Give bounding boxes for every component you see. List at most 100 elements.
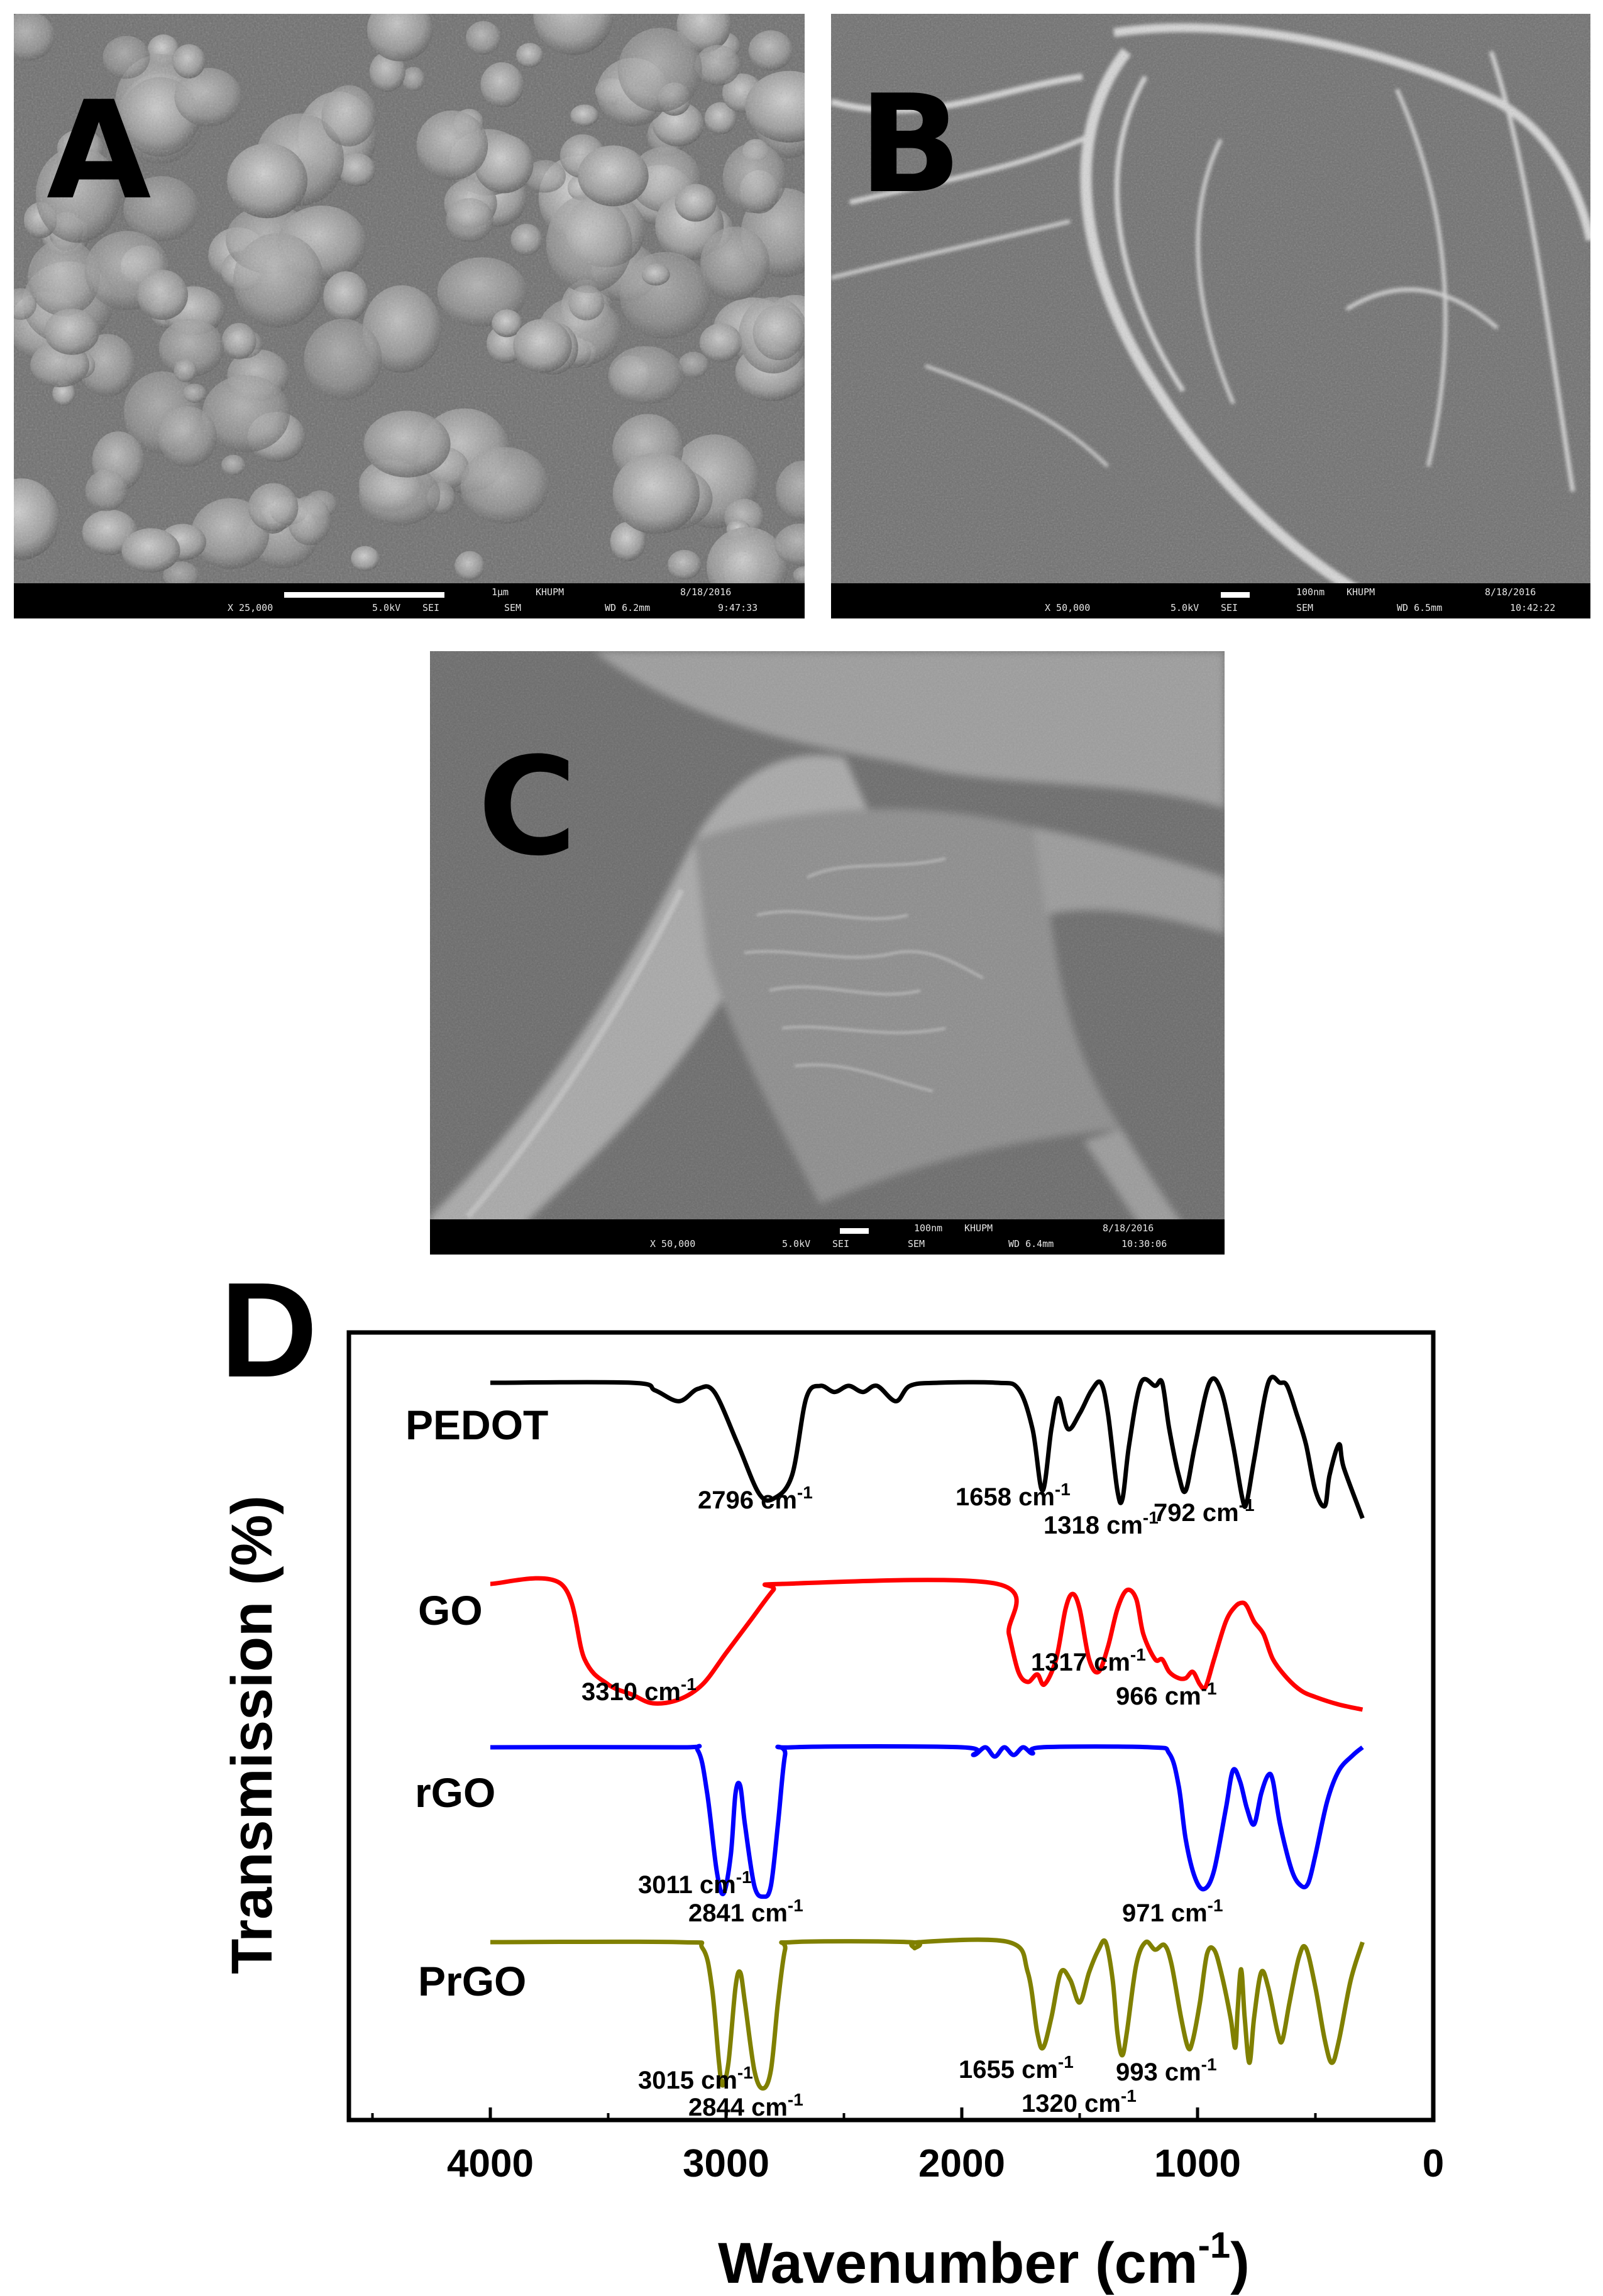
peak-annotation: 966 cm-1 [1116, 1679, 1217, 1710]
peak-annotation-value: 1655 cm [959, 2056, 1058, 2084]
sem-image-c: C 100nm KHUPM 8/18/2016 X 50,000 5.0kV S… [430, 651, 1225, 1255]
peak-annotation-value: 1318 cm [1044, 1512, 1143, 1539]
wd-text-c: WD 6.4mm [1008, 1238, 1054, 1250]
date-text-a: 8/18/2016 [680, 586, 732, 598]
peak-annotation: 1658 cm-1 [956, 1480, 1071, 1511]
peak-annotation-sup: -1 [797, 1483, 813, 1502]
sem-text-c: SEM [908, 1238, 925, 1250]
kv-text-b: 5.0kV [1171, 602, 1199, 613]
time-text-b: 10:42:22 [1510, 602, 1556, 613]
scale-bar-c [840, 1228, 869, 1234]
peak-annotation-value: 2841 cm [688, 1899, 788, 1927]
peak-annotation-sup: -1 [1201, 1679, 1217, 1698]
peak-annotation-sup: -1 [1058, 2052, 1074, 2072]
peak-annotation-value: 971 cm [1122, 1899, 1208, 1927]
peak-annotation-sup: -1 [681, 1674, 697, 1694]
x-axis-title-close: ) [1230, 2231, 1250, 2295]
series-label-pedot: PEDOT [405, 1402, 548, 1448]
peak-annotation-sup: -1 [1121, 2086, 1137, 2106]
panel-label-c: C [478, 728, 577, 886]
series-line-prgo [490, 1937, 1365, 2091]
lab-text-c: KHUPM [964, 1222, 993, 1234]
series-labels: PEDOT GO rGO PrGO [405, 1402, 548, 2004]
y-axis-title: Transmission (%) [220, 1495, 284, 1974]
peak-annotation: 993 cm-1 [1116, 2055, 1217, 2086]
ftir-chart: D 4000 3000 2000 1000 0 2796 cm-1 1658 cm-113… [220, 1257, 1444, 2295]
series-layer [490, 1375, 1365, 2091]
peak-annotation-value: 1320 cm [1022, 2090, 1121, 2117]
scale-bar-b [1221, 592, 1250, 598]
peak-annotation-value: 3310 cm [581, 1678, 681, 1706]
peak-annotation: 2844 cm-1 [688, 2090, 803, 2121]
date-text-c: 8/18/2016 [1103, 1222, 1154, 1234]
sem-info-bar-a: 1μm KHUPM 8/18/2016 X 25,000 5.0kV SEI S… [14, 583, 805, 618]
peak-annotation-value: 2796 cm [698, 1486, 797, 1514]
panel-label-b: B [859, 65, 962, 223]
sem-texture-a [14, 14, 805, 618]
sem-texture-c [430, 651, 1225, 1255]
mag-text-c: X 50,000 [650, 1238, 696, 1250]
peak-annotation-value: 3011 cm [638, 1871, 736, 1899]
peak-annotation-sup: -1 [1143, 1508, 1159, 1527]
peak-annotation-sup: -1 [1208, 1896, 1223, 1915]
peak-annotation-sup: -1 [1201, 2055, 1217, 2074]
kv-text-a: 5.0kV [372, 602, 401, 613]
peak-annotation-sup: -1 [1055, 1480, 1071, 1499]
x-axis-title: Wavenumber (cm-1) [718, 2225, 1250, 2295]
sei-text-b: SEI [1221, 602, 1238, 613]
x-axis-title-sup: -1 [1198, 2225, 1231, 2266]
x-tick-label: 1000 [1154, 2142, 1241, 2185]
sei-text-a: SEI [422, 602, 440, 613]
series-line-go [490, 1576, 1363, 1712]
mag-text-a: X 25,000 [228, 602, 273, 613]
peak-annotation-sup: -1 [788, 1896, 803, 1915]
peak-annotation-sup: -1 [788, 2090, 803, 2109]
series-line-pedot [490, 1375, 1365, 1519]
peak-annotation: 1655 cm-1 [959, 2052, 1074, 2084]
sem-texture-b [831, 14, 1590, 618]
sem-info-bar-b: 100nm KHUPM 8/18/2016 X 50,000 5.0kV SEI… [831, 583, 1590, 618]
peak-annotation-value: 993 cm [1116, 2058, 1201, 2086]
peak-annotation-value: 2844 cm [688, 2094, 788, 2121]
peak-annotation-value: 3015 cm [638, 2067, 737, 2094]
x-tick-label: 4000 [447, 2142, 534, 2185]
series-label-rgo: rGO [415, 1769, 495, 1816]
peak-annotation-value: 966 cm [1116, 1683, 1201, 1710]
wd-text-a: WD 6.2mm [605, 602, 651, 613]
series-label-prgo: PrGO [418, 1958, 526, 2004]
peak-annotation-value: 1317 cm [1031, 1649, 1130, 1676]
peak-annotation: 3310 cm-1 [581, 1674, 697, 1706]
sem-info-bar-c: 100nm KHUPM 8/18/2016 X 50,000 5.0kV SEI… [430, 1219, 1225, 1255]
peak-annotation: 2796 cm-1 [698, 1483, 813, 1514]
peak-annotation: 1317 cm-1 [1031, 1645, 1146, 1676]
lab-text-a: KHUPM [536, 586, 565, 598]
peak-annotation-sup: -1 [736, 1867, 752, 1887]
sem-image-b: B 100nm KHUPM 8/18/2016 X 50,000 5.0kV S… [831, 14, 1590, 618]
series-label-go: GO [418, 1587, 483, 1634]
x-axis-title-main: Wavenumber (cm [718, 2231, 1198, 2295]
peak-annotation: 1320 cm-1 [1022, 2086, 1137, 2117]
peak-annotation: 1318 cm-1 [1044, 1508, 1159, 1539]
peak-annotation-sup: -1 [737, 2063, 753, 2082]
time-text-c: 10:30:06 [1121, 1238, 1167, 1250]
x-axis-ticks: 4000 3000 2000 1000 0 [371, 2107, 1444, 2185]
x-tick-label: 2000 [918, 2142, 1005, 2185]
sei-text-c: SEI [832, 1238, 850, 1250]
x-tick-label: 0 [1423, 2142, 1444, 2185]
time-text-a: 9:47:33 [718, 602, 758, 613]
peak-annotation: 792 cm-1 [1154, 1495, 1255, 1527]
scale-text-a: 1μm [492, 586, 509, 598]
series-line-rgo [490, 1744, 1364, 1899]
peak-annotation-sup: -1 [1239, 1495, 1255, 1515]
peak-annotation: 3011 cm-1 [638, 1867, 752, 1899]
scale-text-c: 100nm [914, 1222, 943, 1234]
peak-annotation: 3015 cm-1 [638, 2063, 753, 2094]
peak-annotation-value: 1658 cm [956, 1483, 1055, 1511]
sem-image-a: A 1μm KHUPM 8/18/2016 X 25,000 5.0kV SEI… [14, 14, 805, 618]
x-tick-label: 3000 [683, 2142, 769, 2185]
date-text-b: 8/18/2016 [1485, 586, 1536, 598]
mag-text-b: X 50,000 [1045, 602, 1091, 613]
lab-text-b: KHUPM [1347, 586, 1375, 598]
peak-annotation: 971 cm-1 [1122, 1896, 1223, 1927]
